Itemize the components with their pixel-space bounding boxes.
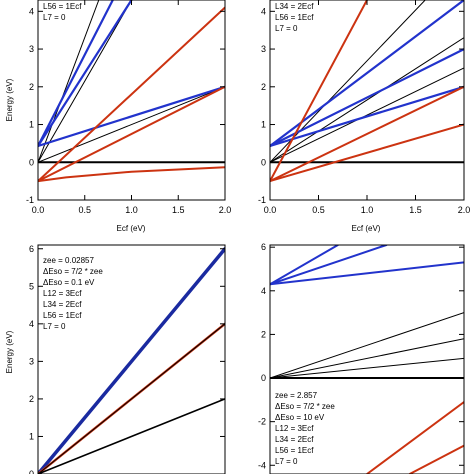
annotation-text: ΔEso = 10 eV bbox=[275, 413, 325, 422]
y-tick-label: 3 bbox=[29, 356, 34, 366]
series-line-4 bbox=[270, 245, 339, 286]
y-tick-label: -1 bbox=[26, 195, 34, 205]
annotation-text: zee = 2.857 bbox=[275, 391, 318, 400]
y-tick-label: 0 bbox=[29, 157, 34, 167]
panel-bottom-right: -4 -2 0 2 4 6 zee = 2.857 ΔEso = 7/2 * zee ΔEso … bbox=[258, 242, 465, 474]
x-tick-label: 1.5 bbox=[172, 205, 185, 215]
y-tick-label: 4 bbox=[29, 6, 34, 16]
x-tick-label: 1.5 bbox=[409, 205, 422, 215]
y-tick-label: 2 bbox=[261, 82, 266, 92]
annotation-text: L34 = 2Ecf bbox=[275, 2, 314, 11]
series-group bbox=[38, 0, 225, 183]
y-tick-label: -2 bbox=[258, 417, 266, 427]
series-line-6 bbox=[270, 261, 464, 286]
series-line-3 bbox=[270, 67, 464, 163]
panel-bottom-left: 0 1 2 3 4 5 6 Energy (eV) zee = 0.02857 ΔEso = 7/… bbox=[5, 244, 226, 474]
panel-top-right: -1 0 1 2 3 4 0.0 0.5 1.0 1.5 2.0 Ecf (eV) L34 = 2Ecf… bbox=[258, 0, 470, 233]
series-line-3 bbox=[38, 86, 225, 163]
y-tick-label: 1 bbox=[29, 431, 34, 441]
series-group bbox=[38, 247, 225, 474]
series-line-2 bbox=[38, 0, 132, 163]
y-tick-label: 4 bbox=[29, 319, 34, 329]
y-tick-label: 1 bbox=[261, 120, 266, 130]
y-tick-label: -4 bbox=[258, 460, 266, 470]
annotation-text: L12 = 3Ecf bbox=[43, 289, 82, 298]
annotation-text: L56 = 1Ecf bbox=[43, 2, 82, 11]
x-tick-label: 0.5 bbox=[78, 205, 91, 215]
y-tick-label: 3 bbox=[29, 44, 34, 54]
series-line-3 bbox=[270, 357, 464, 379]
series-line-8 bbox=[270, 123, 464, 183]
y-tick-label: 0 bbox=[29, 469, 34, 474]
series-group bbox=[270, 245, 464, 474]
annotation-text: L34 = 2Ecf bbox=[43, 300, 82, 309]
series-line-2 bbox=[270, 37, 464, 163]
annotation-text: L7 = 0 bbox=[275, 24, 298, 33]
annotation-text: ΔEso = 0.1 eV bbox=[43, 278, 95, 287]
annotation-text: L7 = 0 bbox=[43, 13, 66, 22]
series-line-5 bbox=[270, 47, 464, 148]
series-line-5 bbox=[270, 245, 388, 286]
series-line-7 bbox=[366, 401, 464, 474]
x-tick-label: 2.0 bbox=[458, 205, 471, 215]
x-tick-label: 2.0 bbox=[219, 205, 232, 215]
y-tick-label: 4 bbox=[261, 286, 266, 296]
x-tick-label: 0.5 bbox=[312, 205, 325, 215]
plot-frame bbox=[269, 244, 465, 474]
plot-frame bbox=[37, 244, 226, 474]
y-tick-label: 1 bbox=[29, 120, 34, 130]
y-tick-label: 2 bbox=[29, 82, 34, 92]
x-axis-title: Ecf (eV) bbox=[117, 224, 146, 233]
annotation-text: L34 = 2Ecf bbox=[275, 435, 314, 444]
y-tick-label: 3 bbox=[261, 44, 266, 54]
y-tick-label: 4 bbox=[261, 6, 266, 16]
x-tick-label: 1.0 bbox=[361, 205, 374, 215]
series-line-1 bbox=[38, 0, 100, 163]
y-tick-label: 6 bbox=[261, 242, 266, 252]
series-line-9 bbox=[38, 166, 225, 183]
series-line-2 bbox=[38, 323, 225, 474]
series-line-6 bbox=[38, 85, 225, 148]
annotation-text: L56 = 1Ecf bbox=[275, 446, 314, 455]
series-line-8 bbox=[38, 85, 225, 183]
series-group bbox=[270, 0, 464, 183]
y-tick-label: 0 bbox=[261, 373, 266, 383]
x-tick-label: 1.0 bbox=[125, 205, 138, 215]
annotation-text: ΔEso = 7/2 * zee bbox=[275, 402, 335, 411]
series-line-4 bbox=[38, 0, 114, 148]
series-line-5 bbox=[38, 0, 133, 148]
series-line-8 bbox=[408, 444, 464, 474]
annotation-text: L56 = 1Ecf bbox=[43, 311, 82, 320]
series-line-6 bbox=[270, 85, 464, 148]
y-tick-label: 6 bbox=[29, 244, 34, 254]
y-tick-label: 2 bbox=[29, 394, 34, 404]
series-line-1 bbox=[270, 312, 464, 379]
annotation-text: L7 = 0 bbox=[275, 457, 298, 466]
x-axis-title: Ecf (eV) bbox=[352, 224, 381, 233]
series-line-0 bbox=[38, 247, 225, 474]
x-tick-label: 0.0 bbox=[264, 205, 277, 215]
series-line-1 bbox=[270, 0, 426, 163]
x-tick-label: 0.0 bbox=[32, 205, 45, 215]
annotation-text: L12 = 3Ecf bbox=[275, 424, 314, 433]
panel-top-left: -1 0 1 2 3 4 0.0 0.5 1.0 1.5 2.0 Energy (eV) Ecf (eV… bbox=[5, 0, 231, 233]
y-axis-title: Energy (eV) bbox=[5, 78, 14, 121]
series-line-3 bbox=[38, 398, 225, 474]
series-line-7 bbox=[270, 0, 368, 183]
annotation-text: L56 = 1Ecf bbox=[275, 13, 314, 22]
series-line-7 bbox=[38, 6, 225, 183]
series-line-9 bbox=[270, 85, 464, 183]
annotation-text: L7 = 0 bbox=[43, 322, 66, 331]
y-tick-label: 2 bbox=[261, 329, 266, 339]
y-tick-label: -1 bbox=[258, 195, 266, 205]
annotation-text: ΔEso = 7/2 * zee bbox=[43, 267, 103, 276]
annotation-text: zee = 0.02857 bbox=[43, 256, 94, 265]
y-tick-label: 0 bbox=[261, 157, 266, 167]
y-axis-title: Energy (eV) bbox=[5, 330, 14, 373]
series-line-2 bbox=[270, 338, 464, 379]
y-tick-label: 5 bbox=[29, 281, 34, 291]
